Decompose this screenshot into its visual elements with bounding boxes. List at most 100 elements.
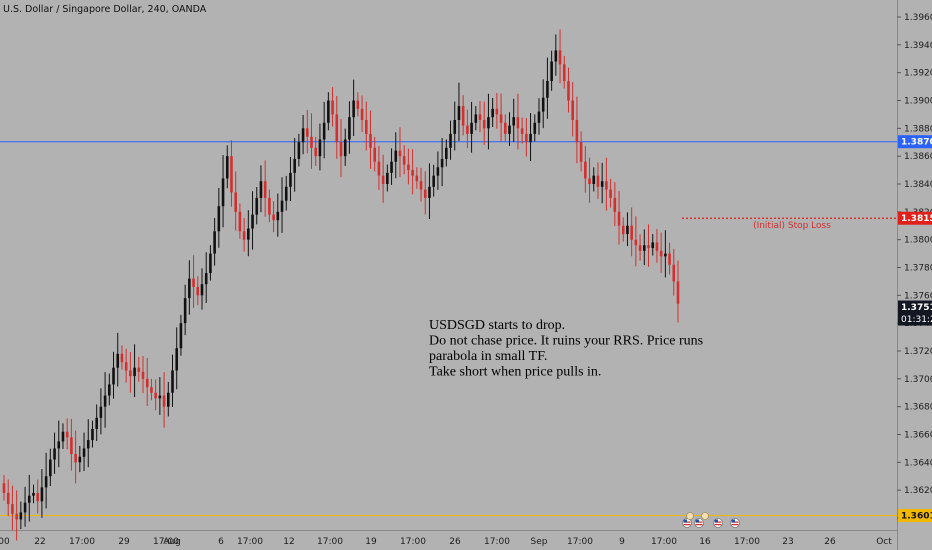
candle-body: [86, 440, 90, 449]
candle-body: [440, 158, 444, 168]
x-tick-label: 6: [218, 537, 224, 547]
candle-body: [133, 367, 136, 377]
y-tick-label: 1.37200: [904, 347, 932, 357]
candle-body: [95, 417, 98, 429]
candle-body: [621, 225, 625, 235]
candle-body: [554, 50, 558, 62]
candle-body: [108, 384, 111, 396]
candle-body: [339, 142, 343, 157]
candle-body: [634, 239, 638, 246]
y-tick-label: 1.39000: [904, 97, 932, 107]
y-tick-label: 1.39400: [904, 41, 932, 51]
x-tick-label: 29: [118, 537, 130, 547]
candle-body: [398, 150, 402, 157]
candle-body: [373, 147, 376, 162]
candle-body: [70, 437, 73, 454]
candle-body: [11, 504, 14, 514]
candle-body: [428, 186, 431, 198]
x-tick-label: 26: [824, 537, 836, 547]
candle-body: [470, 122, 473, 134]
candle-body: [145, 378, 149, 388]
candle-body: [200, 284, 204, 296]
candle-body: [423, 189, 427, 198]
candle-body: [49, 459, 52, 477]
x-tick-label: 17:00: [567, 537, 593, 547]
candle-body: [53, 448, 56, 460]
candle-body: [419, 181, 423, 190]
x-tick-label: 17:00: [237, 537, 263, 547]
x-tick-label: 17:00: [69, 537, 95, 547]
y-tick-label: 1.37000: [904, 375, 932, 385]
price-label-text: 1.37516: [901, 303, 932, 313]
candle-body: [57, 441, 61, 449]
candle-body: [394, 150, 398, 162]
candle-body: [263, 181, 267, 198]
candle-body: [609, 189, 612, 198]
candle-body: [550, 61, 553, 82]
candle-body: [415, 175, 419, 182]
candle-body: [558, 50, 562, 65]
x-tick-label: 17:00: [317, 537, 343, 547]
candle-body: [82, 448, 86, 457]
candle-body: [352, 100, 355, 118]
event-marker-icon: [701, 512, 709, 520]
candle-body: [575, 119, 579, 143]
candle-body: [436, 167, 440, 176]
candle-body: [32, 492, 35, 496]
x-tick-label: 23: [782, 537, 793, 547]
event-flag-icon: [730, 518, 740, 528]
candle-body: [301, 128, 305, 143]
y-tick-label: 1.38000: [904, 236, 932, 246]
candle-body: [280, 200, 284, 212]
price-label-text: 1.38154: [901, 214, 932, 224]
candle-body: [44, 476, 48, 488]
candle-body: [91, 428, 94, 441]
y-tick-label: 1.39600: [904, 13, 932, 23]
candle-body: [672, 264, 676, 282]
candle-body: [36, 492, 39, 502]
candle-body: [647, 245, 650, 249]
price-label-countdown: 01:31:27: [901, 315, 932, 325]
candle-body: [162, 395, 166, 407]
candle-body: [230, 156, 233, 193]
price-label-text: 1.38704: [901, 138, 932, 148]
candle-body: [579, 142, 583, 162]
candle-body: [588, 178, 591, 184]
candle-body: [196, 286, 200, 296]
annotation-line: USDSGD starts to drop.: [429, 318, 565, 333]
candle-body: [40, 487, 44, 502]
candle-body: [99, 406, 103, 418]
candle-body: [457, 106, 461, 120]
candle-body: [293, 158, 296, 173]
annotation-line: Take short when price pulls in.: [429, 365, 601, 380]
candle-body: [112, 367, 115, 385]
y-tick-label: 1.38800: [904, 124, 932, 134]
candle-body: [613, 197, 617, 212]
candle-body: [571, 100, 574, 120]
candle-body: [390, 161, 393, 173]
candle-body: [655, 242, 659, 251]
price-label-box: [898, 211, 932, 225]
x-tick-label: 17:00: [400, 537, 426, 547]
y-tick-label: 1.37800: [904, 264, 932, 274]
candle-body: [310, 136, 313, 148]
candle-body: [221, 178, 225, 207]
candle-body: [183, 298, 187, 324]
candle-body: [659, 250, 663, 257]
candle-body: [209, 253, 212, 274]
price-label-box: [898, 300, 932, 326]
candle-body: [284, 186, 288, 201]
annotation-line: parabola in small TF.: [429, 349, 547, 364]
flag-stripe: [695, 524, 703, 526]
candle-body: [525, 133, 528, 143]
candle-body: [482, 119, 486, 129]
flag-canton: [683, 519, 687, 523]
candle-body: [617, 211, 621, 226]
candle-body: [512, 117, 516, 126]
candle-body: [541, 97, 545, 112]
price-label-text: 1.36018: [901, 511, 932, 521]
event-marker-icon: [686, 512, 694, 520]
